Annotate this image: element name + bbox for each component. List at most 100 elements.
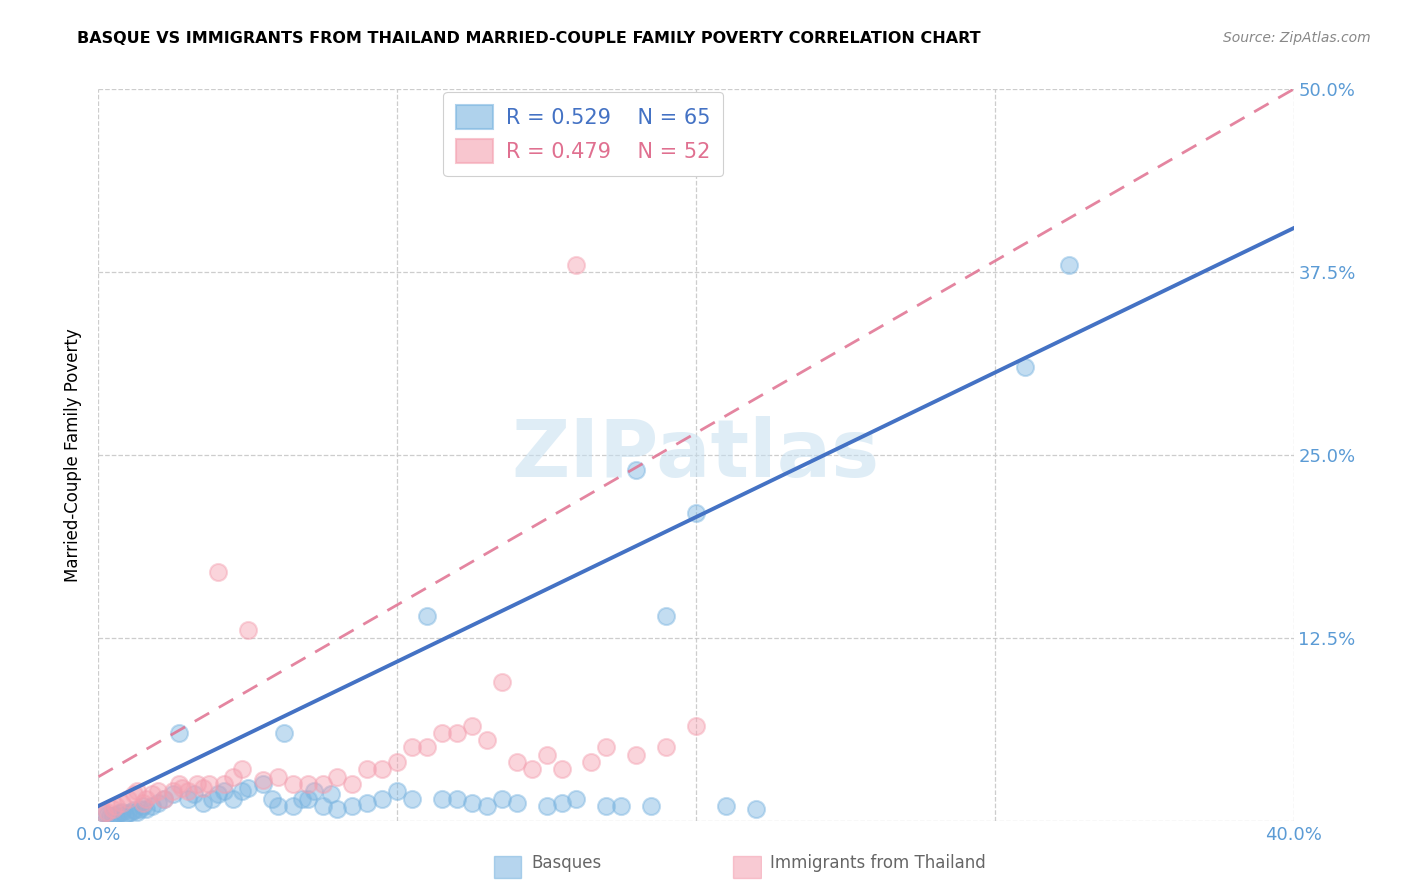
Point bbox=[167, 777, 190, 791]
Point bbox=[401, 791, 423, 805]
Point bbox=[212, 777, 235, 791]
Point bbox=[520, 763, 543, 777]
Text: Source: ZipAtlas.com: Source: ZipAtlas.com bbox=[1223, 31, 1371, 45]
Point bbox=[565, 791, 588, 805]
Point bbox=[201, 791, 224, 805]
Bar bbox=[733, 855, 761, 879]
Point bbox=[281, 777, 304, 791]
Point bbox=[212, 784, 235, 798]
Point bbox=[186, 777, 208, 791]
Point bbox=[302, 784, 325, 798]
Point bbox=[714, 799, 737, 814]
Point bbox=[117, 806, 139, 821]
Point bbox=[745, 802, 768, 816]
Point bbox=[626, 747, 648, 762]
Point bbox=[96, 805, 118, 819]
Point bbox=[124, 804, 146, 818]
Point bbox=[385, 784, 409, 798]
Point bbox=[162, 787, 184, 801]
Point bbox=[371, 763, 394, 777]
Point bbox=[129, 802, 152, 816]
Text: Immigrants from Thailand: Immigrants from Thailand bbox=[770, 854, 986, 871]
Point bbox=[311, 777, 333, 791]
Point bbox=[114, 807, 136, 822]
Point bbox=[273, 726, 295, 740]
Point bbox=[1014, 360, 1036, 375]
Point bbox=[321, 787, 343, 801]
Text: ZIPatlas: ZIPatlas bbox=[512, 416, 880, 494]
Point bbox=[475, 799, 498, 814]
Point bbox=[108, 806, 131, 821]
Point bbox=[111, 796, 134, 810]
Point bbox=[311, 799, 333, 814]
Point bbox=[141, 787, 163, 801]
Point bbox=[135, 791, 157, 805]
Point bbox=[595, 799, 617, 814]
Point bbox=[127, 805, 149, 819]
Point bbox=[252, 777, 274, 791]
Point bbox=[655, 740, 678, 755]
Point bbox=[135, 802, 157, 816]
Point bbox=[655, 608, 678, 623]
Point bbox=[103, 809, 125, 823]
Point bbox=[222, 791, 245, 805]
Point bbox=[191, 781, 214, 796]
Y-axis label: Married-Couple Family Poverty: Married-Couple Family Poverty bbox=[65, 328, 83, 582]
Point bbox=[103, 802, 125, 816]
Point bbox=[281, 799, 304, 814]
Point bbox=[231, 763, 253, 777]
Point bbox=[685, 507, 707, 521]
Point bbox=[105, 799, 128, 814]
Point bbox=[430, 726, 453, 740]
Point bbox=[148, 784, 170, 798]
Point bbox=[98, 809, 122, 823]
Point bbox=[536, 799, 558, 814]
Point bbox=[550, 796, 572, 810]
Point bbox=[401, 740, 423, 755]
Point bbox=[416, 740, 439, 755]
Point bbox=[93, 806, 115, 821]
Point bbox=[326, 802, 349, 816]
Point bbox=[267, 799, 290, 814]
Point bbox=[371, 791, 394, 805]
Point bbox=[124, 787, 146, 801]
Point bbox=[231, 784, 253, 798]
Point bbox=[506, 796, 529, 810]
Point bbox=[148, 796, 170, 810]
Point bbox=[198, 777, 221, 791]
Point bbox=[172, 781, 194, 796]
Point bbox=[430, 791, 453, 805]
Point bbox=[640, 799, 662, 814]
Point bbox=[207, 565, 229, 579]
Point bbox=[236, 624, 259, 638]
Point bbox=[236, 781, 259, 796]
Point bbox=[446, 791, 468, 805]
Point bbox=[416, 608, 439, 623]
Point bbox=[162, 784, 184, 798]
Point bbox=[260, 791, 283, 805]
Point bbox=[595, 740, 617, 755]
Point bbox=[342, 799, 364, 814]
Point bbox=[1059, 258, 1081, 272]
Point bbox=[141, 799, 163, 814]
Point bbox=[111, 805, 134, 819]
Point bbox=[167, 726, 190, 740]
Point bbox=[96, 807, 118, 822]
Point bbox=[342, 777, 364, 791]
Legend: R = 0.529    N = 65, R = 0.479    N = 52: R = 0.529 N = 65, R = 0.479 N = 52 bbox=[443, 92, 723, 176]
Point bbox=[565, 258, 588, 272]
Point bbox=[446, 726, 468, 740]
Point bbox=[491, 674, 513, 689]
Point bbox=[117, 791, 139, 805]
Point bbox=[153, 791, 176, 805]
Point bbox=[610, 799, 633, 814]
Point bbox=[506, 755, 529, 769]
Point bbox=[461, 718, 484, 732]
Point bbox=[491, 791, 513, 805]
Point bbox=[153, 791, 176, 805]
Point bbox=[685, 718, 707, 732]
Point bbox=[291, 791, 314, 805]
Point bbox=[177, 784, 200, 798]
Point bbox=[252, 772, 274, 787]
Point bbox=[550, 763, 572, 777]
